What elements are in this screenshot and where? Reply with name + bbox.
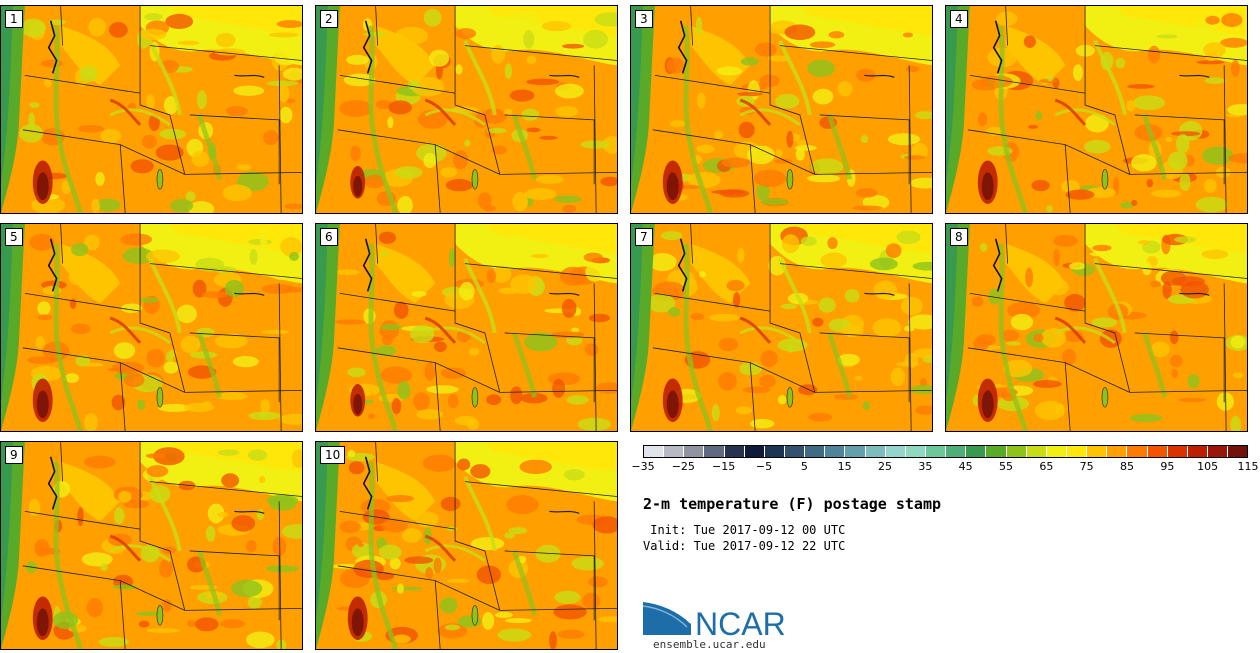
colorbar-tick: −25	[671, 460, 695, 473]
map-panel-9: 9	[0, 441, 303, 650]
valid-time: Valid: Tue 2017-09-12 22 UTC	[643, 539, 846, 553]
colorbar-segment	[946, 446, 967, 457]
panel-number-label: 9	[5, 446, 23, 464]
colorbar-segment	[684, 446, 705, 457]
colorbar-segment	[1127, 446, 1148, 457]
panel-number-label: 2	[320, 10, 338, 28]
colorbar-tick: 35	[918, 460, 933, 473]
colorbar-segment	[764, 446, 785, 457]
map-panel-6: 6	[315, 223, 618, 432]
colorbar-segment	[805, 446, 826, 457]
map-panel-7: 7	[630, 223, 933, 432]
temperature-map	[316, 6, 617, 213]
colorbar-segment	[885, 446, 906, 457]
colorbar-segment	[1046, 446, 1067, 457]
colorbar-segment	[1167, 446, 1188, 457]
colorbar-segment	[784, 446, 806, 457]
ncar-logo-text: NCAR	[695, 606, 786, 639]
colorbar-segment	[1147, 446, 1168, 457]
panel-number-label: 5	[5, 228, 23, 246]
colorbar-segment	[1066, 446, 1088, 457]
colorbar-tick: 75	[1079, 460, 1094, 473]
colorbar-segment	[865, 446, 886, 457]
colorbar-segment	[1087, 446, 1108, 457]
colorbar-tick: 95	[1160, 460, 1175, 473]
map-panel-3: 3	[630, 5, 933, 214]
panel-number-label: 8	[950, 228, 968, 246]
colorbar-tick: 85	[1120, 460, 1134, 473]
temperature-colorbar	[643, 445, 1248, 458]
colorbar-tick: 5	[800, 460, 808, 473]
map-panel-1: 1	[0, 5, 303, 214]
colorbar-segment	[724, 446, 745, 457]
temperature-map	[946, 6, 1247, 213]
ncar-logo: NCAR	[643, 600, 786, 639]
colorbar-tick: 65	[1039, 460, 1054, 473]
panel-number-label: 10	[320, 446, 346, 464]
colorbar-segment	[986, 446, 1007, 457]
colorbar-tick: 55	[999, 460, 1013, 473]
temperature-map	[631, 224, 932, 431]
panel-number-label: 4	[950, 10, 968, 28]
colorbar-segment	[845, 446, 866, 457]
map-panel-10: 10	[315, 441, 618, 650]
temperature-map	[631, 6, 932, 213]
colorbar-segment	[966, 446, 987, 457]
temperature-map	[1, 442, 302, 649]
colorbar-tick-labels: −35 −25 −15 −5 5 15 25 35 45 55 65 75 85 95 105 115	[631, 459, 1258, 475]
colorbar-segment	[704, 446, 725, 457]
temperature-map	[1, 6, 302, 213]
panel-number-label: 6	[320, 228, 338, 246]
map-panel-8: 8	[945, 223, 1248, 432]
colorbar-segment	[744, 446, 765, 457]
temperature-map	[946, 224, 1247, 431]
colorbar-segment	[905, 446, 926, 457]
init-time: Init: Tue 2017-09-12 00 UTC	[643, 523, 846, 537]
colorbar-segment	[1207, 446, 1229, 457]
colorbar-segment	[1228, 446, 1248, 457]
map-panel-2: 2	[315, 5, 618, 214]
map-panel-4: 4	[945, 5, 1248, 214]
colorbar-tick: −15	[712, 460, 736, 473]
panel-number-label: 1	[5, 10, 23, 28]
panel-number-label: 7	[635, 228, 653, 246]
colorbar-tick: 15	[837, 460, 852, 473]
colorbar-tick: 115	[1237, 460, 1259, 473]
panel-number-label: 3	[635, 10, 653, 28]
map-panel-5: 5	[0, 223, 303, 432]
colorbar-tick: 105	[1197, 460, 1219, 473]
colorbar-tick: −5	[755, 460, 773, 473]
chart-title: 2-m temperature (F) postage stamp	[643, 495, 942, 513]
colorbar-segment	[644, 446, 665, 457]
temperature-map	[316, 224, 617, 431]
colorbar-segment	[825, 446, 846, 457]
colorbar-segment	[1187, 446, 1208, 457]
logo-url: ensemble.ucar.edu	[653, 638, 766, 651]
colorbar-tick: 25	[878, 460, 892, 473]
temperature-map	[1, 224, 302, 431]
colorbar-segment	[925, 446, 947, 457]
colorbar-segment	[1026, 446, 1047, 457]
colorbar-tick: −35	[631, 460, 655, 473]
colorbar-segment	[1107, 446, 1128, 457]
colorbar-segment	[664, 446, 685, 457]
colorbar-segment	[1006, 446, 1027, 457]
temperature-map	[316, 442, 617, 649]
colorbar-tick: 45	[958, 460, 973, 473]
